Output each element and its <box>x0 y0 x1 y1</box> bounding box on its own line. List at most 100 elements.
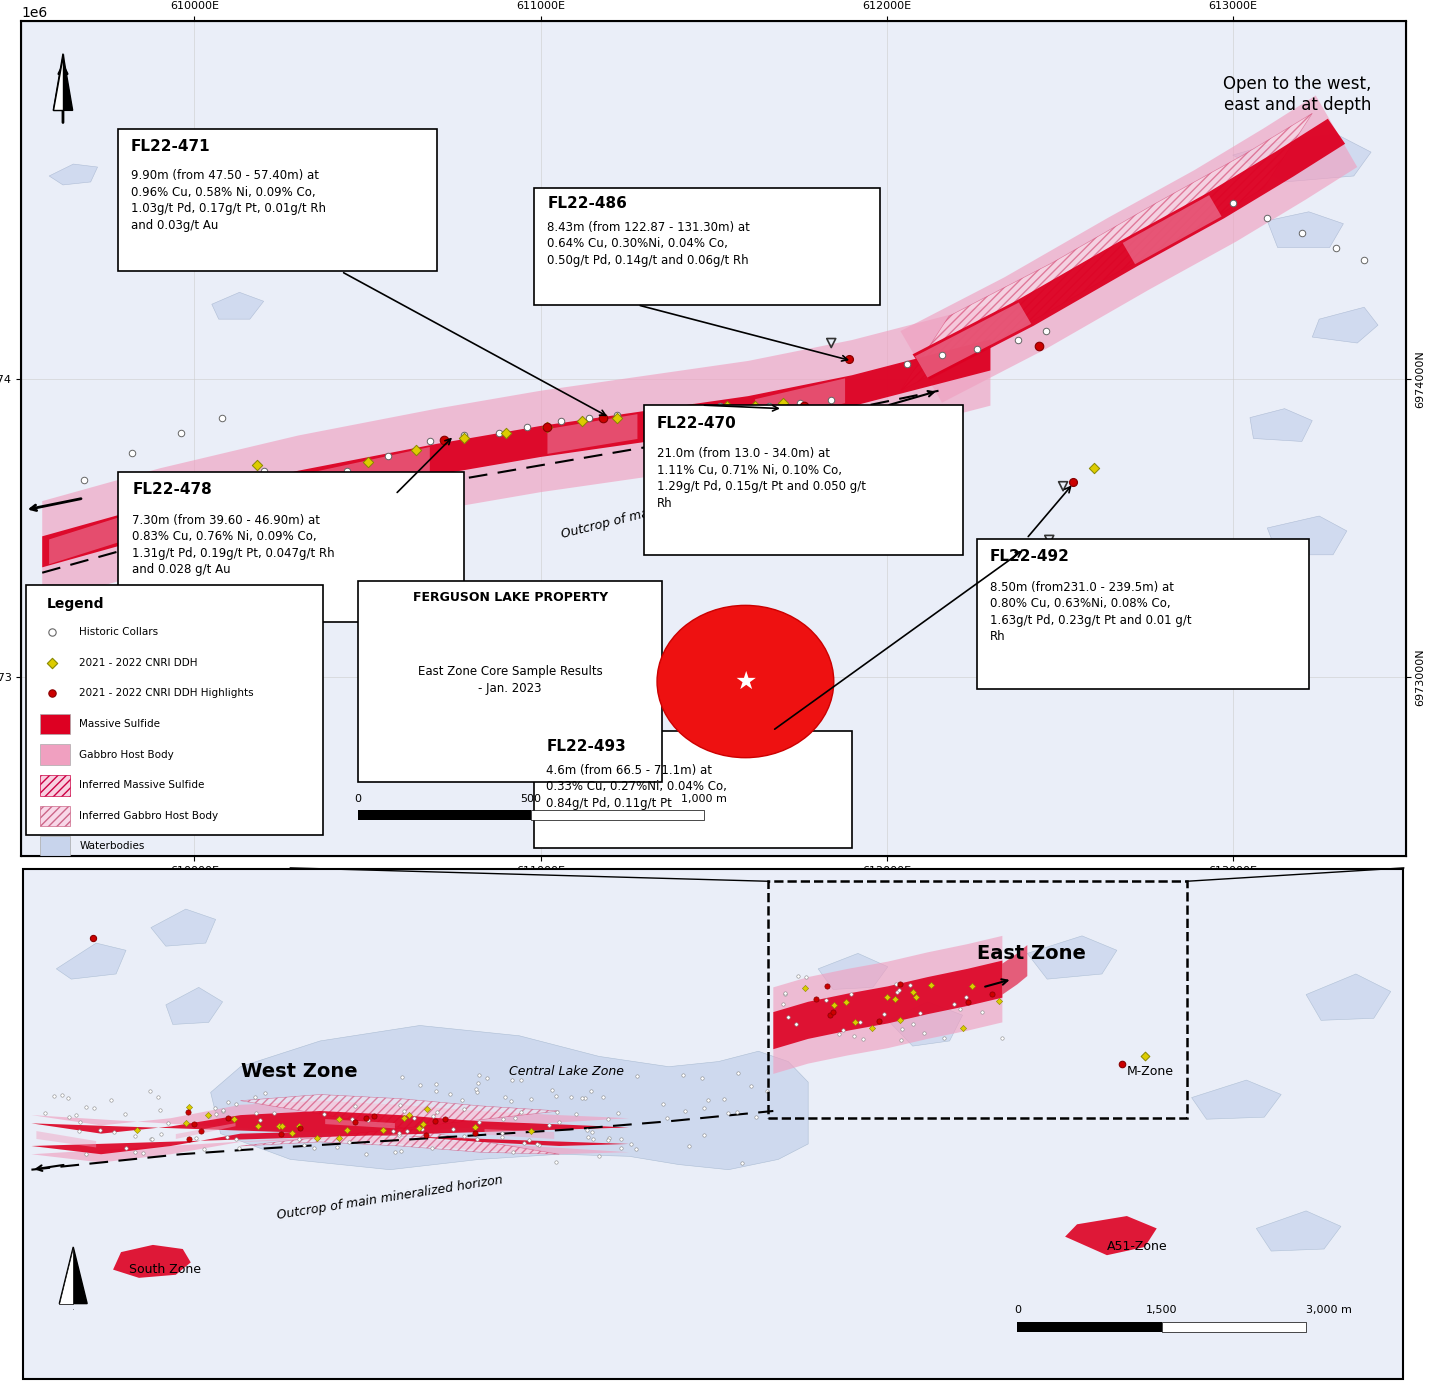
Polygon shape <box>53 54 73 110</box>
Point <box>787 965 809 987</box>
Point <box>249 1109 272 1132</box>
Point <box>639 401 662 423</box>
Point <box>492 1108 515 1130</box>
FancyBboxPatch shape <box>26 585 323 835</box>
Point <box>300 466 323 489</box>
Point <box>64 1104 87 1126</box>
Polygon shape <box>1250 409 1313 441</box>
Point <box>57 1105 80 1128</box>
Point <box>1111 1052 1134 1075</box>
Polygon shape <box>49 164 97 185</box>
Point <box>573 1087 596 1109</box>
Point <box>678 1136 701 1158</box>
Point <box>120 443 143 465</box>
Point <box>952 1018 975 1040</box>
Point <box>581 1121 603 1143</box>
Point <box>383 1140 406 1162</box>
Polygon shape <box>43 340 991 568</box>
Point <box>425 1080 448 1102</box>
Point <box>821 1001 844 1023</box>
Point <box>74 1143 97 1165</box>
Point <box>426 1101 449 1123</box>
Polygon shape <box>43 305 991 603</box>
Polygon shape <box>1257 1211 1341 1251</box>
Polygon shape <box>818 954 888 990</box>
Point <box>500 1069 523 1091</box>
Point <box>981 983 1004 1005</box>
Polygon shape <box>1267 212 1343 248</box>
Text: Inferred Massive Sulfide: Inferred Massive Sulfide <box>79 780 204 791</box>
Point <box>132 1141 154 1164</box>
Point <box>513 1132 536 1154</box>
Point <box>548 1111 571 1133</box>
Point <box>335 461 358 483</box>
Point <box>184 1126 207 1148</box>
FancyBboxPatch shape <box>533 188 879 305</box>
Point <box>655 1107 678 1129</box>
Polygon shape <box>901 113 1313 391</box>
Text: 8.43m (from 122.87 - 131.30m) at
0.64% Cu, 0.30%Ni, 0.04% Co,
0.50g/t Pd, 0.14g/: 8.43m (from 122.87 - 131.30m) at 0.64% C… <box>548 221 751 267</box>
Point <box>605 406 628 429</box>
Point <box>709 394 732 416</box>
Point <box>626 1065 649 1087</box>
Point <box>898 974 921 997</box>
Point <box>815 988 838 1011</box>
Polygon shape <box>1002 945 1027 994</box>
Point <box>468 1111 490 1133</box>
Point <box>41 651 64 674</box>
Point <box>389 1140 412 1162</box>
Point <box>794 966 817 988</box>
Polygon shape <box>305 447 430 498</box>
Polygon shape <box>1123 195 1221 264</box>
Point <box>246 454 269 476</box>
Point <box>177 1128 200 1150</box>
Point <box>452 1098 475 1121</box>
Point <box>388 1123 410 1146</box>
Point <box>503 1107 526 1129</box>
Point <box>490 1126 513 1148</box>
Point <box>343 1094 366 1116</box>
Point <box>415 1123 438 1146</box>
Point <box>103 1122 126 1144</box>
Text: 4.6m (from 66.5 - 71.1m) at
0.33% Cu, 0.27%Ni, 0.04% Co,
0.84g/t Pd, 0.11g/t Pt: 4.6m (from 66.5 - 71.1m) at 0.33% Cu, 0.… <box>546 764 728 810</box>
Point <box>725 1101 748 1123</box>
Bar <box>40 837 70 856</box>
Circle shape <box>656 606 834 757</box>
Text: M-Zone: M-Zone <box>1127 1065 1174 1079</box>
Point <box>169 422 192 444</box>
Polygon shape <box>774 960 1002 1050</box>
FancyBboxPatch shape <box>358 582 662 782</box>
Point <box>716 1102 739 1125</box>
Point <box>606 1102 629 1125</box>
Point <box>246 1115 269 1137</box>
Point <box>955 986 978 1008</box>
Point <box>123 1141 146 1164</box>
Point <box>596 1108 619 1130</box>
Point <box>551 409 573 432</box>
Polygon shape <box>53 54 63 110</box>
Point <box>819 331 842 354</box>
Point <box>948 998 971 1020</box>
Point <box>197 1104 220 1126</box>
Point <box>696 1089 719 1111</box>
Point <box>888 973 911 995</box>
Point <box>312 1102 335 1125</box>
Polygon shape <box>59 1247 73 1303</box>
Point <box>904 986 927 1008</box>
FancyBboxPatch shape <box>533 731 852 848</box>
Point <box>67 1119 90 1141</box>
Point <box>149 1122 172 1144</box>
Point <box>536 415 559 437</box>
Point <box>872 1002 895 1025</box>
Point <box>848 1011 871 1033</box>
FancyBboxPatch shape <box>119 129 436 271</box>
Polygon shape <box>915 302 1031 377</box>
Point <box>123 1125 146 1147</box>
Point <box>1134 1045 1157 1068</box>
Point <box>41 682 64 704</box>
Point <box>306 1128 329 1150</box>
Polygon shape <box>548 415 638 454</box>
Polygon shape <box>755 379 845 425</box>
Polygon shape <box>31 1101 629 1162</box>
Point <box>99 1089 122 1111</box>
